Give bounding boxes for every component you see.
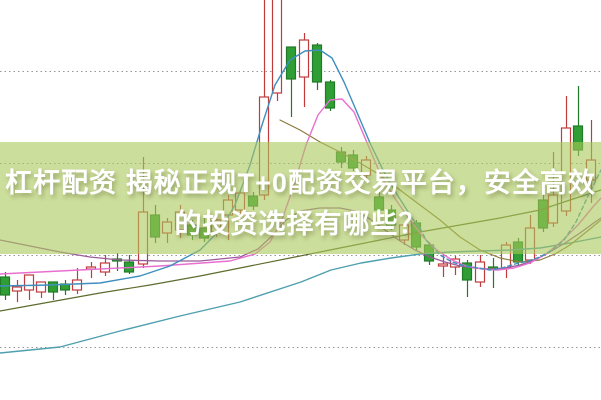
candle-body [71,279,83,291]
candle-body [572,125,584,151]
candle-body [35,281,47,293]
candle-body [247,195,259,207]
ma-khaki-u [279,119,601,263]
candle-body [437,263,449,267]
candle-body [524,227,536,261]
candle-body [585,159,597,181]
candle-body [258,96,270,196]
candle-body [298,39,310,78]
candle-body [373,196,385,211]
candle-body [461,262,473,281]
candle-body [311,44,323,83]
candle-body [99,262,111,273]
candle-body [512,241,524,263]
candle-body [198,227,210,239]
candle-body [47,281,59,293]
candle-body [560,127,572,212]
candle-body [324,81,336,109]
candle-body [186,224,198,236]
candle-body [271,0,283,94]
candle-body [474,261,486,283]
candle-body [285,46,297,80]
candle-body [385,209,397,226]
candle-body [335,151,347,163]
candle-body [174,211,186,231]
candle-body [398,224,410,241]
candle-body [11,286,23,292]
candle-body [161,221,173,234]
candle-body [547,194,559,224]
candle-body [360,159,372,176]
candle-body [537,199,549,229]
candle-body [149,214,161,238]
candle-body [23,274,35,291]
candle-body [137,211,149,265]
candle-body [500,244,512,269]
